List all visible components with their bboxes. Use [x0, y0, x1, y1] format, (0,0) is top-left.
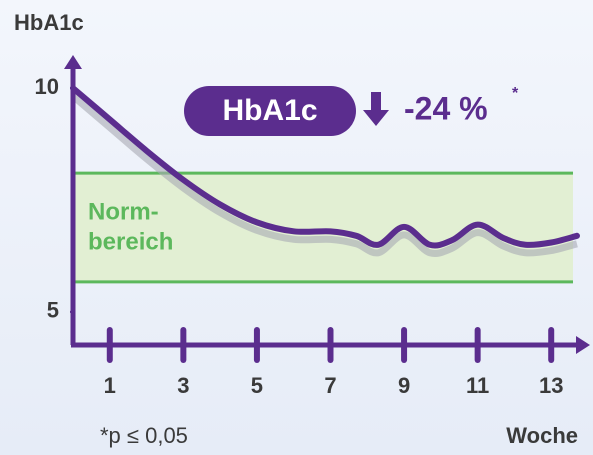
x-tick-label: 9: [398, 373, 410, 398]
line-shadow: [70, 93, 578, 257]
norm-label: bereich: [88, 228, 173, 255]
change-marker: *: [512, 85, 519, 102]
x-tick-label: 13: [539, 373, 563, 398]
y-tick-label: 10: [35, 74, 59, 99]
x-tick-label: 3: [177, 373, 189, 398]
norm-label: Norm-: [88, 198, 159, 225]
y-axis-arrow: [64, 55, 82, 69]
x-tick-label: 7: [324, 373, 336, 398]
line: [70, 85, 580, 249]
x-axis-arrow: [576, 336, 590, 354]
x-tick-label: 11: [466, 373, 489, 398]
badge: [184, 86, 356, 136]
down-arrow: [363, 92, 389, 126]
badge-text: HbA1c: [222, 94, 317, 127]
y-tick-label: 5: [47, 298, 59, 323]
y-axis-label: HbA1c: [14, 10, 84, 35]
change-text: -24 %: [404, 90, 488, 126]
x-tick-label: 5: [251, 373, 263, 398]
footnote: *p ≤ 0,05: [100, 423, 188, 448]
x-tick-label: 1: [104, 373, 116, 398]
x-axis-label: Woche: [506, 423, 578, 448]
